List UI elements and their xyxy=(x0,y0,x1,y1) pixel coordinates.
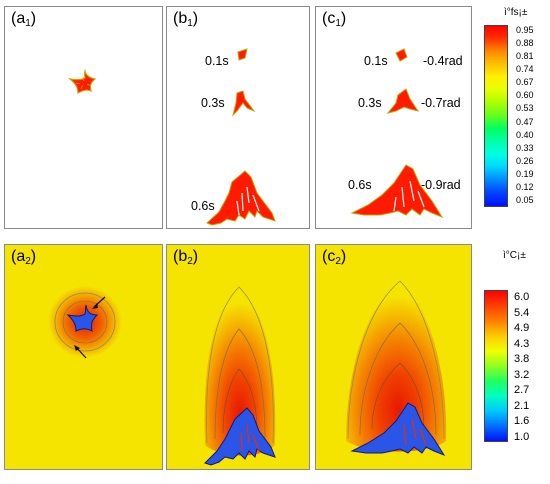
panel-a1: (a1) xyxy=(4,6,163,229)
time-label-0-6s: 0.6s xyxy=(191,199,215,213)
colorbar-top-title: ì°fs¡± xyxy=(504,7,528,18)
colorbar-bottom-title: ì°C¡± xyxy=(503,250,526,261)
colorbar-bottom-tick-label: 3.2 xyxy=(514,368,530,381)
panel-label-b2: (b2) xyxy=(173,248,199,267)
colorbar-top-tick-label: 0.19 xyxy=(516,168,534,179)
time-label-c1-0-6s: 0.6s xyxy=(348,178,372,192)
colorbar-bottom-tick-label: 5.4 xyxy=(514,306,530,319)
colorbar-top-tick-label: 0.05 xyxy=(516,195,534,205)
colorbar-top-tick-label: 0.81 xyxy=(516,51,534,62)
colorbar-bottom-tick-label: 2.7 xyxy=(514,384,530,397)
angle-label-0-4rad: -0.4rad xyxy=(423,54,463,68)
colorbar-top xyxy=(484,25,508,207)
angle-label-0-7rad: -0.7rad xyxy=(421,96,461,110)
time-label-0-1s: 0.1s xyxy=(205,54,229,68)
colorbar-bottom-tick-label: 6.0 xyxy=(514,291,530,303)
colorbar-bottom-tick-label: 1.0 xyxy=(514,431,530,443)
time-label-c1-0-3s: 0.3s xyxy=(358,96,382,110)
panel-label-a1: (a1) xyxy=(11,10,37,29)
colorbar-top-tick-label: 0.88 xyxy=(516,38,534,49)
colorbar-top-tick-label: 0.60 xyxy=(516,90,534,101)
colorbar-top-tick-label: 0.47 xyxy=(516,116,534,127)
concentration-field-b2 xyxy=(204,285,276,466)
colorbar-top-tick-label: 0.53 xyxy=(516,103,534,114)
crystal-seed-a1 xyxy=(67,68,97,95)
panel-label-c2: (c2) xyxy=(322,248,347,267)
time-label-c1-0-1s: 0.1s xyxy=(364,54,388,68)
colorbar-bottom-tick-label: 4.9 xyxy=(514,322,530,335)
colorbar-top-tick-label: 0.67 xyxy=(516,77,534,88)
panel-label-b1: (b1) xyxy=(173,10,199,29)
colorbar-bottom-tick-label: 4.3 xyxy=(514,337,530,350)
colorbar-bottom-tick-label: 1.6 xyxy=(514,415,530,428)
panel-label-c1: (c1) xyxy=(322,10,347,29)
crystal-growth-b1 xyxy=(206,48,276,226)
colorbar-bottom-tick-label: 2.1 xyxy=(514,399,530,412)
panel-b1: (b1) 0.1s 0.3s 0.6s xyxy=(166,6,310,229)
panel-c1: (c1) 0.1s 0.3s 0.6s -0.4rad -0.7rad -0.9… xyxy=(315,6,472,229)
panel-a2: (a2) xyxy=(4,244,163,470)
panel-b2: (b2) xyxy=(166,244,310,470)
colorbar-bottom xyxy=(484,290,508,442)
colorbar-top-tick-label: 0.40 xyxy=(516,129,534,140)
concentration-field-c2 xyxy=(346,279,447,457)
colorbar-top-tick-label: 0.33 xyxy=(516,142,534,153)
concentration-field-a2 xyxy=(48,286,122,359)
colorbar-bottom-tick-label: 3.8 xyxy=(514,353,530,366)
colorbar-top-tick-label: 0.26 xyxy=(516,155,534,166)
angle-label-0-9rad: -0.9rad xyxy=(421,178,461,192)
time-label-0-3s: 0.3s xyxy=(201,96,225,110)
crystal-growth-c1 xyxy=(350,48,444,219)
colorbar-top-tick-label: 0.95 xyxy=(516,25,534,35)
colorbar-top-tick-label: 0.74 xyxy=(516,64,534,75)
panel-c2: (c2) xyxy=(315,244,472,470)
panel-label-a2: (a2) xyxy=(11,248,37,267)
colorbar-top-tick-label: 0.12 xyxy=(516,181,534,192)
